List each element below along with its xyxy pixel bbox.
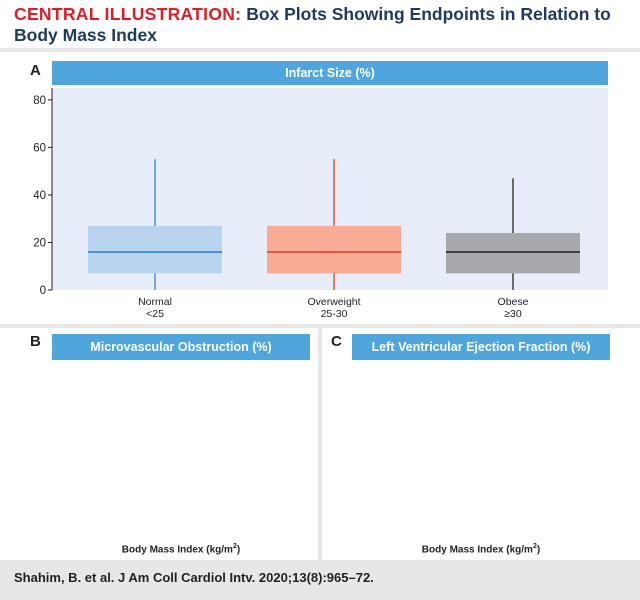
y-tick-label: 60 [33,142,46,154]
box-obese [446,232,580,274]
x-category-label: Obese [498,296,529,308]
citation: Shahim, B. et al. J Am Coll Cardiol Intv… [14,570,374,585]
panel-a-header: Infarct Size (%) [52,61,608,85]
figure-title: CENTRAL ILLUSTRATION: Box Plots Showing … [14,4,634,46]
y-tick-label: 20 [33,237,46,249]
x-category-label: 25-30 [321,308,348,320]
panel-b-letter: B [30,333,41,350]
panel-c-letter: C [331,333,342,350]
x-category-label: ≥30 [504,308,522,320]
x-category-label: <25 [146,308,164,320]
y-tick-label: 80 [33,95,46,107]
x-category-label: Normal [138,296,172,308]
panel-c-card [322,328,640,560]
panel-b-header: Microvascular Obstruction (%) [52,334,310,360]
x-category-label: Overweight [307,296,360,308]
panel-c-xlabel: Body Mass Index (kg/m2) [421,543,541,556]
panel-b-card [0,328,318,560]
panel-a-letter: A [30,62,41,79]
box-overweight [267,225,401,274]
y-tick-label: 40 [33,190,46,202]
panel-b-xlabel: Body Mass Index (kg/m2) [121,543,241,556]
figure-title-text: Box Plots Showing Endpoints in Relation … [14,4,611,45]
box-normal [88,225,222,274]
panel-c-header: Left Ventricular Ejection Fraction (%) [352,334,610,360]
figure-title-bar: CENTRAL ILLUSTRATION: Box Plots Showing … [0,0,640,48]
figure-label: CENTRAL ILLUSTRATION: [14,4,242,24]
y-tick-label: 0 [40,285,46,297]
